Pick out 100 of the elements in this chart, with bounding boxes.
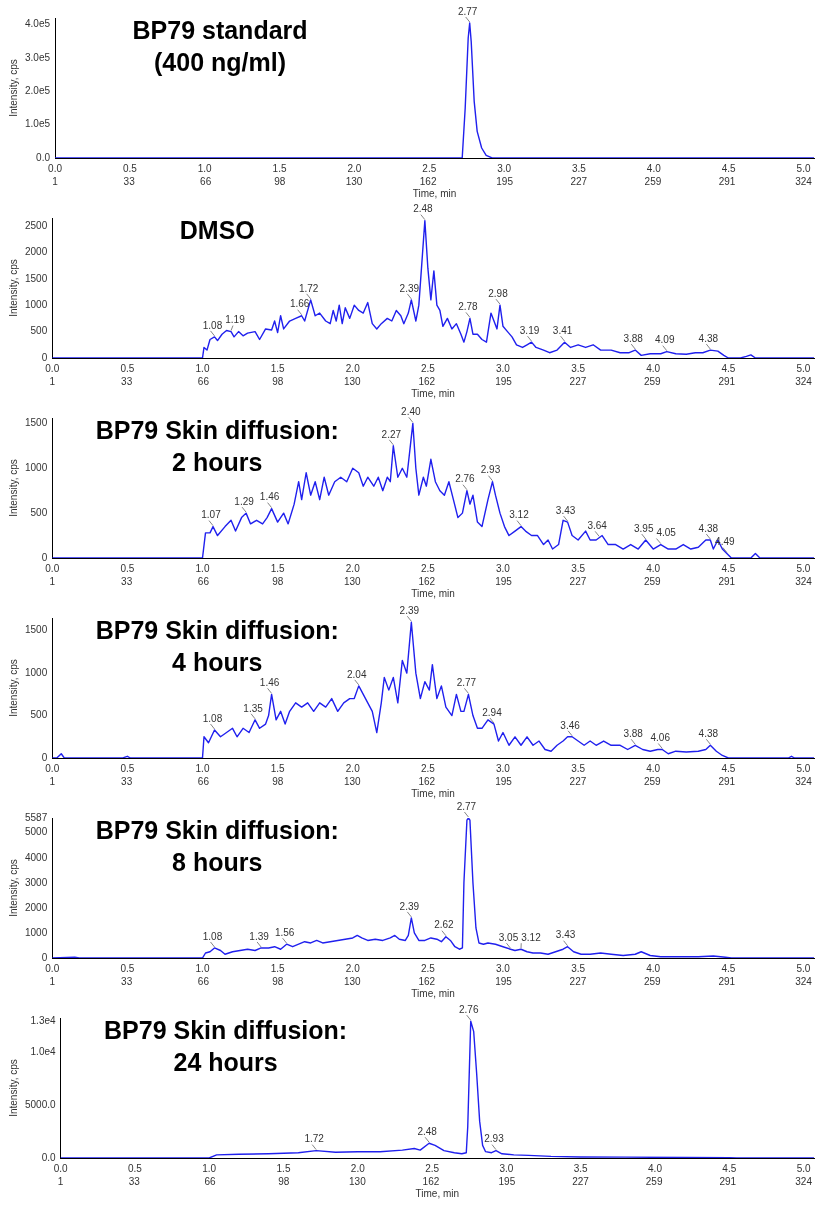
annotation: 2.93 — [480, 464, 501, 476]
x2-tick-label: 259 — [644, 975, 662, 987]
x2-tick-label: 259 — [645, 1175, 663, 1187]
x-tick-label: 3.5 — [571, 762, 586, 774]
x2-tick-label: 66 — [197, 375, 210, 387]
annotation: 2.40 — [401, 406, 422, 418]
y-tick-label: 1000 — [25, 666, 48, 678]
x2-tick-label: 324 — [795, 1175, 813, 1187]
x2-tick-label: 33 — [121, 975, 133, 987]
x-tick-label: 3.0 — [496, 962, 511, 974]
x-axis-title: Time, min — [412, 187, 457, 199]
x-tick-label: 1.5 — [276, 1162, 291, 1174]
x2-tick-label: 227 — [569, 775, 587, 787]
x2-tick-label: 33 — [121, 575, 133, 587]
x-tick-label: 2.0 — [345, 962, 361, 974]
x2-tick-label: 324 — [795, 775, 813, 787]
x2-tick-label: 227 — [569, 375, 587, 387]
annotation: 1.72 — [304, 1133, 325, 1145]
x-tick-label: 3.5 — [571, 362, 586, 374]
x2-tick-label: 227 — [569, 975, 587, 987]
x2-tick-label: 130 — [349, 1175, 367, 1187]
x2-tick-label: 195 — [498, 1175, 516, 1187]
y-tick-label: 500 — [30, 325, 48, 337]
x2-tick-label: 33 — [121, 375, 133, 387]
x-tick-label: 1.0 — [202, 1162, 217, 1174]
y-tick-label: 2.0e5 — [24, 85, 51, 97]
x2-tick-label: 291 — [718, 775, 736, 787]
x-tick-label: 2.5 — [420, 362, 436, 374]
x-tick-label: 3.0 — [499, 1162, 514, 1174]
x2-tick-label: 33 — [128, 1175, 141, 1187]
x2-tick-label: 227 — [572, 1175, 590, 1187]
x2-tick-label: 162 — [418, 575, 436, 587]
x-tick-label: 1.5 — [270, 562, 285, 574]
annotation: 4.05 — [656, 527, 677, 539]
x-tick-label: 2.5 — [420, 562, 436, 574]
annotation: 1.35 — [243, 702, 264, 714]
x2-tick-label: 162 — [418, 975, 436, 987]
x2-tick-label: 195 — [496, 175, 514, 187]
annotation: 1.46 — [259, 677, 280, 689]
y-tick-label: 1000 — [25, 462, 48, 474]
text: BP79 Skin diffusion: 8 hours — [95, 816, 339, 877]
x2-tick-label: 291 — [718, 175, 736, 187]
y-axis-title: Intensity, cps — [7, 259, 19, 317]
y-tick-label: 2500 — [25, 219, 48, 231]
x-tick-label: 4.5 — [721, 762, 736, 774]
x-tick-label: 4.0 — [646, 362, 661, 374]
x2-tick-label: 66 — [204, 1175, 217, 1187]
x-tick-label: 2.5 — [420, 762, 436, 774]
x2-tick-label: 259 — [644, 375, 662, 387]
x2-tick-label: 1 — [49, 575, 56, 587]
x2-tick-label: 291 — [718, 375, 736, 387]
annotation: 3.41 — [552, 324, 573, 336]
y-tick-label: 2000 — [25, 246, 48, 258]
annotation: 3.05 — [498, 931, 519, 943]
x2-tick-label: 1 — [49, 775, 56, 787]
x-tick-label: 2.5 — [425, 1162, 440, 1174]
x-axis-title: Time, min — [415, 1187, 460, 1199]
x-tick-label: 1.5 — [270, 362, 285, 374]
x2-tick-label: 130 — [343, 375, 362, 387]
x-tick-label: 2.5 — [422, 162, 437, 174]
y-tick-label: 0 — [41, 551, 48, 563]
x-tick-label: 5.0 — [796, 762, 811, 774]
x-tick-label: 4.0 — [646, 562, 661, 574]
y-axis-title: Intensity, cps — [7, 459, 19, 517]
x2-tick-label: 1 — [52, 175, 59, 187]
x2-tick-label: 66 — [200, 175, 212, 187]
x2-tick-label: 1 — [49, 975, 56, 987]
x2-tick-label: 227 — [569, 575, 587, 587]
annotation: 3.46 — [560, 719, 581, 731]
x2-tick-label: 324 — [795, 375, 813, 387]
annotation: 3.95 — [633, 522, 654, 534]
y-axis-title: Intensity, cps — [7, 859, 19, 917]
x2-tick-label: 195 — [495, 375, 513, 387]
x-tick-label: 4.0 — [646, 962, 661, 974]
x2-tick-label: 98 — [278, 1175, 290, 1187]
x-tick-label: 4.0 — [646, 762, 661, 774]
x2-tick-label: 162 — [418, 375, 436, 387]
annotation: 4.09 — [655, 334, 675, 346]
x-tick-label: 3.5 — [571, 962, 586, 974]
annotation: 4.38 — [698, 728, 719, 740]
annotation: 3.12 — [521, 931, 542, 943]
x-tick-label: 2.5 — [420, 962, 436, 974]
x-tick-label: 5.0 — [796, 362, 811, 374]
annotation: 1.08 — [202, 930, 223, 942]
annotation: 4.06 — [650, 732, 671, 744]
x-tick-label: 2.0 — [345, 762, 361, 774]
x-tick-label: 4.0 — [646, 162, 662, 174]
x2-tick-label: 162 — [418, 775, 436, 787]
x-axis-title: Time, min — [411, 787, 455, 799]
x-tick-label: 0.5 — [120, 962, 135, 974]
x-tick-label: 4.5 — [721, 362, 736, 374]
x2-tick-label: 33 — [121, 775, 133, 787]
x2-tick-label: 259 — [644, 175, 662, 187]
annotation: 2.77 — [457, 5, 478, 17]
annotation: 3.64 — [587, 520, 608, 532]
x-tick-label: 1.0 — [195, 562, 210, 574]
annotation: 2.77 — [456, 800, 477, 812]
y-axis-title: Intensity, cps — [7, 659, 19, 717]
x-tick-label: 2.0 — [347, 162, 362, 174]
y-tick-label: 4000 — [25, 851, 48, 863]
